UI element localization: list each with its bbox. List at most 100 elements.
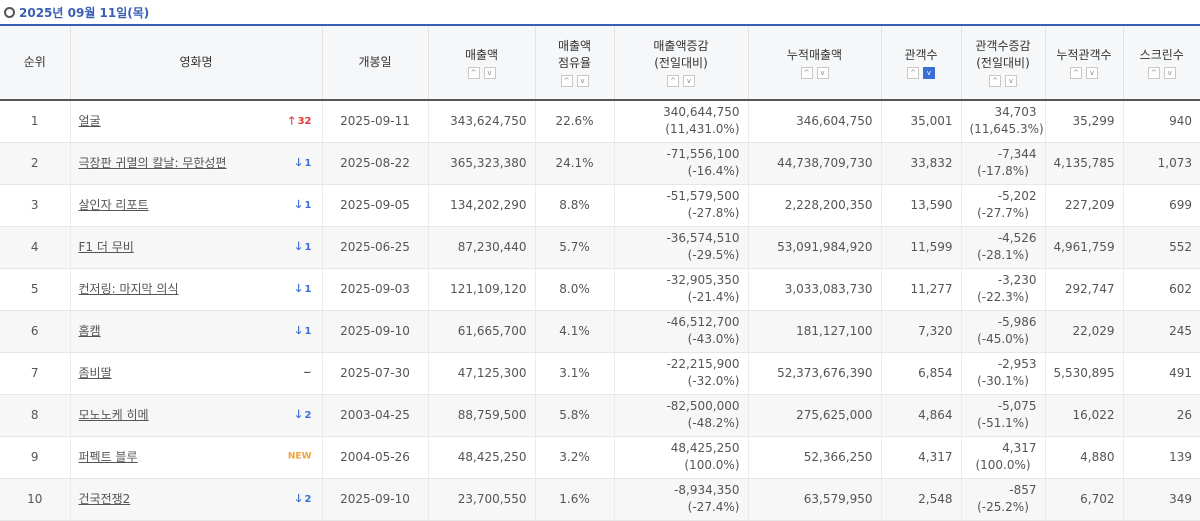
sort-down-icon[interactable]: v xyxy=(923,66,935,79)
title-cell: F1 더 무비 🡓 1 xyxy=(69,226,322,269)
sort-down-icon[interactable]: v xyxy=(816,66,829,79)
rank-cell: 4 xyxy=(0,226,70,269)
table-row: 2 극장판 귀멸의 칼날: 무한성편 🡓 1 2025-08-22 365,323,380… xyxy=(0,142,1200,185)
cum-audience-cell: 5,530,895 xyxy=(1044,352,1123,395)
sort-up-icon[interactable]: ^ xyxy=(1070,66,1082,79)
sort-up-icon[interactable]: ^ xyxy=(1147,66,1160,79)
sort-down-icon[interactable]: v xyxy=(483,66,496,79)
sort-up-icon[interactable]: ^ xyxy=(667,75,679,87)
sort-up-icon[interactable]: ^ xyxy=(989,75,1001,87)
date-label: 2025년 09월 11일(목) xyxy=(19,5,150,20)
audience-cell: 11,599 xyxy=(880,226,961,269)
movie-title-link[interactable]: 얼굴 xyxy=(78,113,101,128)
cum-sales-cell: 52,373,676,390 xyxy=(747,352,881,395)
rank-change: 🡓 1 xyxy=(295,324,312,337)
header-sales: 매출액 ^ v xyxy=(427,24,535,101)
arrow-up-icon: 🡑 xyxy=(288,114,295,128)
sales-change-cell: -71,556,100 (-16.4%) xyxy=(613,142,748,185)
table-row: 7 좀비딸 −2025-07-30 47,125,300 3.1% -22,215,900… xyxy=(0,352,1200,395)
sales-change-cell: 340,644,750 (11,431.0%) xyxy=(613,100,748,143)
share-cell: 22.6% xyxy=(534,100,614,143)
header-cum-audience: 누적관객수 ^ v xyxy=(1044,24,1123,101)
screens-cell: 349 xyxy=(1122,478,1200,521)
rank-change: 🡓 2 xyxy=(295,492,312,505)
share-cell: 8.8% xyxy=(534,184,614,227)
rank-cell: 10 xyxy=(0,478,70,521)
box-office-table: 순위 영화명 개봉일 매출액 ^ v 매출액 점유율 ^ v 매출액증감 (전일대비… xyxy=(0,24,1200,521)
rank-cell: 5 xyxy=(0,268,70,311)
audience-change-cell: -7,344 (-17.8%) xyxy=(960,142,1045,185)
screens-cell: 245 xyxy=(1122,310,1200,353)
cum-sales-cell: 52,366,250 xyxy=(747,436,881,479)
header-audience: 관객수 ^ v xyxy=(880,24,961,101)
sales-change-cell: -82,500,000 (-48.2%) xyxy=(613,394,748,437)
audience-cell: 35,001 xyxy=(880,100,961,143)
title-cell: 홈캠 🡓 1 xyxy=(69,310,322,353)
arrow-down-icon: 🡓 xyxy=(295,198,302,211)
rank-change: 🡓 1 xyxy=(295,156,312,169)
rank-change: − xyxy=(303,367,312,379)
sales-change-cell: 48,425,250 (100.0%) xyxy=(613,436,748,479)
movie-title-link[interactable]: 건국전쟁2 xyxy=(78,491,131,506)
movie-title-link[interactable]: 홈캠 xyxy=(78,323,101,338)
sales-cell: 61,665,700 xyxy=(427,310,535,353)
title-cell: 퍼펙트 블루 NEW xyxy=(69,436,322,479)
screens-cell: 491 xyxy=(1122,352,1200,395)
table-row: 3 살인자 리포트 🡓 1 2025-09-05 134,202,290 8.8% -51,5… xyxy=(0,184,1200,227)
screens-cell: 602 xyxy=(1122,268,1200,311)
cum-audience-cell: 292,747 xyxy=(1044,268,1123,311)
table-row: 8 모노노케 히메 🡓 2 2003-04-25 88,759,500 5.8% -82,50… xyxy=(0,394,1200,437)
share-cell: 1.6% xyxy=(534,478,614,521)
cum-sales-cell: 3,033,083,730 xyxy=(747,268,881,311)
screens-cell: 699 xyxy=(1122,184,1200,227)
sort-up-icon[interactable]: ^ xyxy=(467,66,480,79)
header-share: 매출액 점유율 ^ v xyxy=(534,24,614,101)
sales-change-cell: -32,905,350 (-21.4%) xyxy=(613,268,748,311)
movie-title-link[interactable]: 모노노케 히메 xyxy=(78,407,149,422)
rank-change: 🡓 1 xyxy=(295,240,312,253)
sales-cell: 87,230,440 xyxy=(427,226,535,269)
movie-title-link[interactable]: 살인자 리포트 xyxy=(78,197,149,212)
audience-cell: 4,864 xyxy=(880,394,961,437)
open-date-cell: 2025-09-05 xyxy=(321,184,428,227)
table-row: 4 F1 더 무비 🡓 1 2025-06-25 87,230,440 5.7% -36,57… xyxy=(0,226,1200,269)
audience-change-cell: -857 (-25.2%) xyxy=(960,478,1045,521)
cum-sales-cell: 346,604,750 xyxy=(747,100,881,143)
date-header: 2025년 09월 11일(목) xyxy=(0,0,1200,24)
cum-audience-cell: 4,961,759 xyxy=(1044,226,1123,269)
open-date-cell: 2004-05-26 xyxy=(321,436,428,479)
sort-down-icon[interactable]: v xyxy=(1086,66,1098,79)
audience-cell: 2,548 xyxy=(880,478,961,521)
sort-down-icon[interactable]: v xyxy=(576,75,589,87)
arrow-down-icon: 🡓 xyxy=(295,282,302,295)
sales-change-cell: -36,574,510 (-29.5%) xyxy=(613,226,748,269)
header-audience-change: 관객수증감 (전일대비) ^ v xyxy=(960,24,1045,101)
sales-cell: 365,323,380 xyxy=(427,142,535,185)
movie-title-link[interactable]: 좀비딸 xyxy=(78,365,112,380)
sort-down-icon[interactable]: v xyxy=(683,75,695,87)
rank-cell: 9 xyxy=(0,436,70,479)
table-row: 5 컨저링: 마지막 의식 🡓 1 2025-09-03 121,109,120 8.0% -… xyxy=(0,268,1200,311)
movie-title-link[interactable]: F1 더 무비 xyxy=(78,239,134,254)
sales-cell: 134,202,290 xyxy=(427,184,535,227)
arrow-down-icon: 🡓 xyxy=(295,240,302,253)
movie-title-link[interactable]: 극장판 귀멸의 칼날: 무한성편 xyxy=(78,155,227,170)
audience-change-cell: -4,526 (-28.1%) xyxy=(960,226,1045,269)
sort-up-icon[interactable]: ^ xyxy=(800,66,813,79)
movie-title-link[interactable]: 퍼펙트 블루 xyxy=(78,449,138,464)
sales-cell: 23,700,550 xyxy=(427,478,535,521)
sort-down-icon[interactable]: v xyxy=(1005,75,1017,87)
rank-change: 🡓 2 xyxy=(295,408,312,421)
sort-up-icon[interactable]: ^ xyxy=(907,66,919,79)
sort-down-icon[interactable]: v xyxy=(1163,66,1176,79)
movie-title-link[interactable]: 컨저링: 마지막 의식 xyxy=(78,281,179,296)
sales-change-cell: -8,934,350 (-27.4%) xyxy=(613,478,748,521)
sort-up-icon[interactable]: ^ xyxy=(560,75,573,87)
rank-change: 🡑 32 xyxy=(288,114,312,128)
open-date-cell: 2025-07-30 xyxy=(321,352,428,395)
header-screens: 스크린수 ^ v xyxy=(1122,24,1200,101)
audience-cell: 33,832 xyxy=(880,142,961,185)
audience-change-cell: 34,703 (11,645.3%) xyxy=(960,100,1045,143)
audience-cell: 13,590 xyxy=(880,184,961,227)
open-date-cell: 2003-04-25 xyxy=(321,394,428,437)
